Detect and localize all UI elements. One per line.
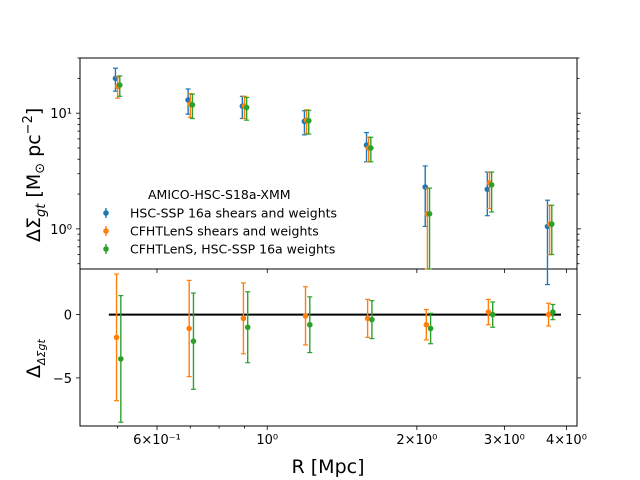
profile-point-series-2 [305, 117, 312, 124]
profile-point-series-2 [488, 182, 495, 188]
x-tick-label: 4×10⁰ [546, 433, 587, 448]
profile-y-tick-label: 10¹ [50, 107, 72, 122]
profile-point-series-2 [189, 102, 196, 108]
legend-marker [103, 246, 109, 252]
residual-point-series-0 [485, 309, 492, 315]
legend-entry-label: HSC-SSP 16a shears and weights [130, 206, 337, 221]
profile-point-series-2 [243, 104, 250, 111]
residual-y-label: ΔΔΣgt [23, 339, 48, 378]
residual-point-series-0 [113, 334, 120, 341]
profile-marks [112, 67, 555, 286]
residual-point-series-1 [307, 321, 313, 328]
profile-point-series-2 [368, 145, 374, 151]
residual-point-series-0 [186, 325, 192, 332]
legend-marker [103, 228, 109, 234]
residual-point-series-1 [190, 338, 197, 344]
legend-marker [103, 210, 109, 216]
profile-point-series-0 [484, 186, 491, 193]
legend-entry-label: CFHTLenS, HSC-SSP 16a weights [130, 242, 335, 257]
residual-point-series-0 [240, 315, 247, 322]
residual-point-series-1 [550, 309, 556, 315]
x-tick-label: 2×10⁰ [396, 433, 437, 448]
x-tick-label: 10⁰ [256, 433, 278, 448]
residual-y-tick-label: 0 [64, 309, 72, 324]
residual-point-series-0 [302, 313, 309, 319]
residual-point-series-0 [423, 321, 430, 328]
residual-point-series-1 [489, 311, 496, 318]
profile-point-series-2 [116, 82, 123, 88]
profile-y-label: ΔΣgt [M⊙ pc−2] [21, 108, 49, 242]
residual-point-series-0 [545, 311, 552, 318]
residual-point-series-1 [244, 324, 251, 331]
residual-panel-frame [79, 268, 578, 427]
axis-ticks: 6×10⁻¹ 10⁰ 2×10⁰ 3×10⁰ 4×10⁰ 10⁰ 10¹ −5 0 [50, 57, 587, 448]
legend-title: AMICO-HSC-S18a-XMM [148, 187, 291, 202]
residual-marks [108, 273, 562, 423]
residual-point-series-1 [369, 316, 375, 323]
profile-y-tick-label: 10⁰ [50, 223, 72, 238]
residual-point-series-0 [364, 315, 371, 322]
x-tick-label: 3×10⁰ [484, 433, 525, 448]
x-axis-label: R [Mpc] [292, 456, 365, 478]
residual-point-series-1 [427, 325, 434, 332]
legend-entry-label: CFHTLenS shears and weights [130, 224, 319, 239]
profile-point-series-2 [426, 211, 433, 217]
x-tick-label: 6×10⁻¹ [133, 433, 181, 448]
profile-point-series-2 [548, 221, 555, 227]
residual-y-tick-label: −5 [53, 372, 72, 387]
legend: AMICO-HSC-S18a-XMM HSC-SSP 16a shears an… [103, 187, 337, 257]
residual-point-series-1 [118, 356, 124, 362]
